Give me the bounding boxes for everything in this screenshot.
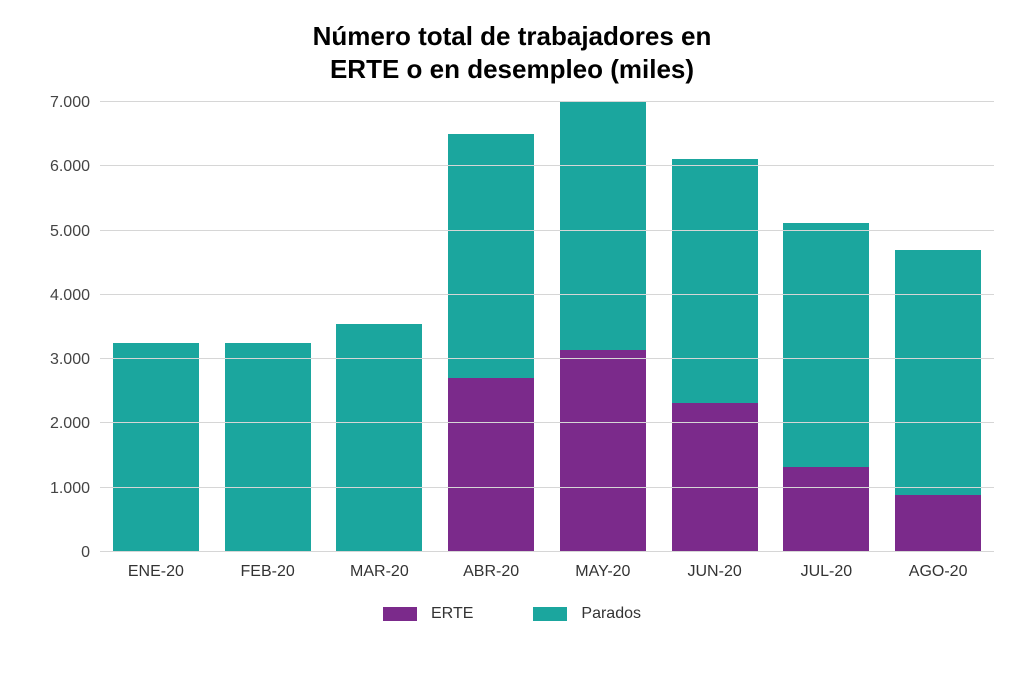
stacked-bar xyxy=(895,250,981,552)
bar-segment-parados xyxy=(672,159,758,403)
x-tick-label: MAY-20 xyxy=(547,553,659,581)
stacked-bar xyxy=(672,159,758,552)
stacked-bar xyxy=(225,343,311,552)
chart-container: Número total de trabajadores en ERTE o e… xyxy=(0,0,1024,683)
bar-segment-erte xyxy=(895,495,981,552)
grid-line xyxy=(100,101,994,102)
bar-segment-erte xyxy=(560,350,646,553)
bar-segment-erte xyxy=(672,403,758,552)
bar-slot xyxy=(882,103,994,552)
bar-segment-parados xyxy=(225,343,311,552)
bar-segment-erte xyxy=(783,467,869,552)
bar-slot xyxy=(100,103,212,552)
legend-swatch xyxy=(383,607,417,621)
legend: ERTE Parados xyxy=(30,605,994,623)
legend-item-parados: Parados xyxy=(533,605,641,623)
plot-row: 7.0006.0005.0004.0003.0002.0001.0000 xyxy=(30,103,994,553)
grid-line xyxy=(100,165,994,166)
x-axis: ENE-20FEB-20MAR-20ABR-20MAY-20JUN-20JUL-… xyxy=(100,553,994,581)
bar-slot xyxy=(324,103,436,552)
x-tick-label: AGO-20 xyxy=(882,553,994,581)
bar-segment-parados xyxy=(448,134,534,378)
bar-slot xyxy=(212,103,324,552)
x-tick-label: JUN-20 xyxy=(659,553,771,581)
grid-line xyxy=(100,487,994,488)
bar-slot xyxy=(435,103,547,552)
bar-segment-parados xyxy=(113,343,199,552)
plot-area xyxy=(100,103,994,553)
bar-segment-erte xyxy=(448,378,534,552)
bar-segment-parados xyxy=(895,250,981,496)
chart-title: Número total de trabajadores en ERTE o e… xyxy=(30,20,994,85)
legend-label: Parados xyxy=(581,605,641,623)
bar-slot xyxy=(659,103,771,552)
bars-layer xyxy=(100,103,994,552)
x-tick-label: JUL-20 xyxy=(771,553,883,581)
y-axis: 7.0006.0005.0004.0003.0002.0001.0000 xyxy=(30,103,100,553)
legend-label: ERTE xyxy=(431,605,473,623)
stacked-bar xyxy=(448,134,534,552)
stacked-bar xyxy=(113,343,199,552)
title-line-1: Número total de trabajadores en xyxy=(313,21,712,51)
stacked-bar xyxy=(560,102,646,552)
stacked-bar xyxy=(783,223,869,552)
bar-slot xyxy=(771,103,883,552)
title-line-2: ERTE o en desempleo (miles) xyxy=(330,54,694,84)
x-tick-label: ABR-20 xyxy=(435,553,547,581)
x-tick-label: MAR-20 xyxy=(324,553,436,581)
x-tick-label: ENE-20 xyxy=(100,553,212,581)
grid-line xyxy=(100,551,994,552)
grid-line xyxy=(100,358,994,359)
legend-item-erte: ERTE xyxy=(383,605,473,623)
grid-line xyxy=(100,230,994,231)
bar-segment-parados xyxy=(560,102,646,350)
grid-line xyxy=(100,422,994,423)
legend-swatch xyxy=(533,607,567,621)
x-tick-label: FEB-20 xyxy=(212,553,324,581)
bar-segment-parados xyxy=(783,223,869,467)
grid-line xyxy=(100,294,994,295)
bar-slot xyxy=(547,103,659,552)
